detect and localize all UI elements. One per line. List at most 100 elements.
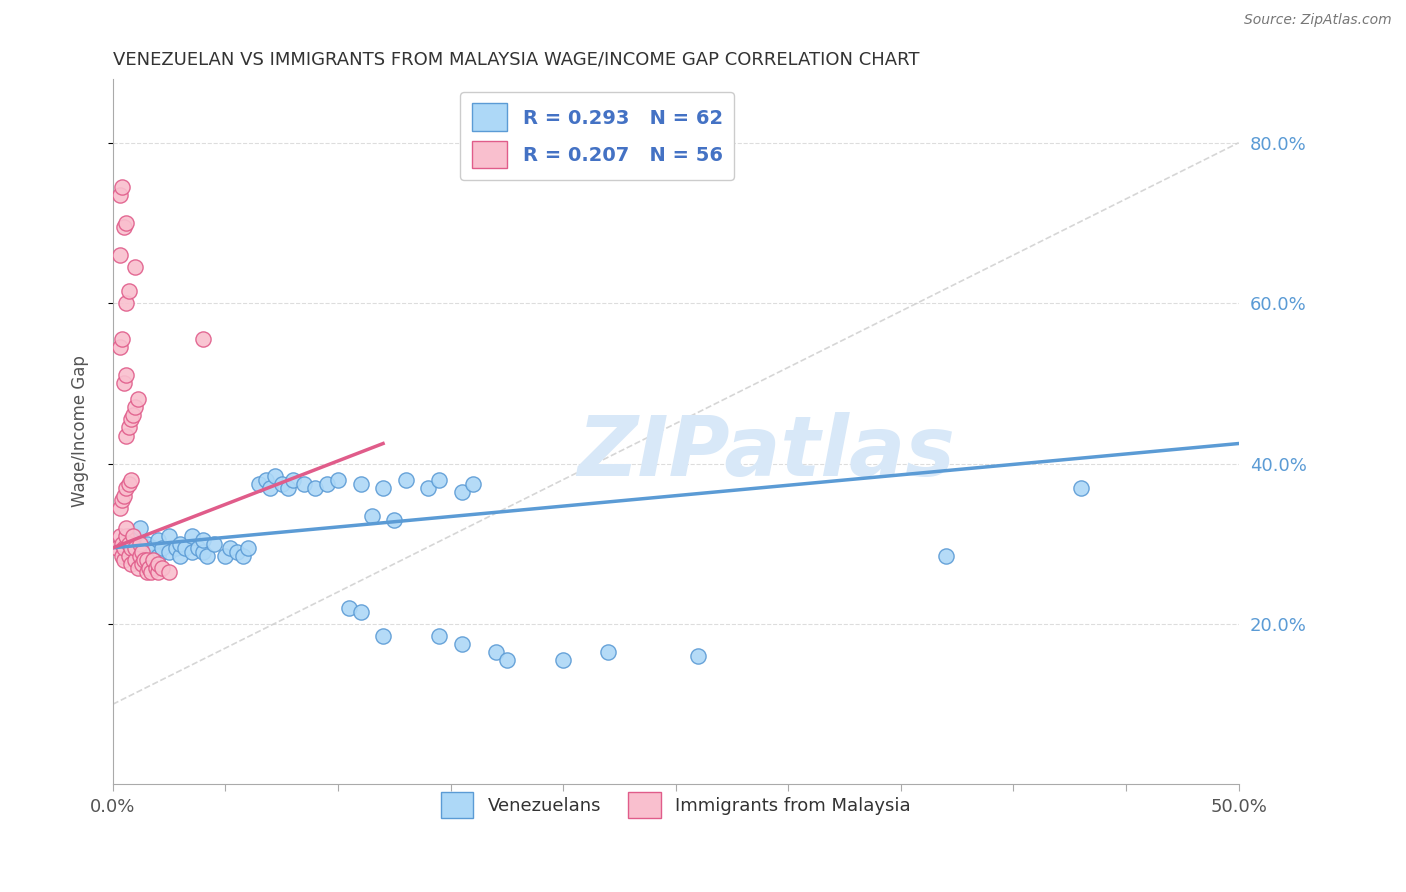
Point bbox=[225, 545, 247, 559]
Point bbox=[142, 553, 165, 567]
Point bbox=[117, 549, 139, 563]
Point bbox=[270, 476, 292, 491]
Point bbox=[427, 629, 450, 643]
Point bbox=[360, 508, 382, 523]
Point bbox=[128, 549, 150, 563]
Point bbox=[461, 476, 484, 491]
Point bbox=[117, 284, 139, 298]
Point bbox=[277, 481, 299, 495]
Text: ZIPatlas: ZIPatlas bbox=[576, 412, 955, 493]
Point bbox=[122, 529, 145, 543]
Point bbox=[180, 545, 202, 559]
Point bbox=[191, 332, 214, 346]
Point bbox=[115, 481, 138, 495]
Point bbox=[124, 553, 146, 567]
Point bbox=[135, 553, 157, 567]
Point bbox=[128, 521, 150, 535]
Point bbox=[169, 537, 191, 551]
Point bbox=[122, 409, 145, 423]
Point bbox=[108, 500, 131, 515]
Point bbox=[236, 541, 259, 555]
Point bbox=[496, 653, 519, 667]
Point bbox=[124, 541, 146, 555]
Point bbox=[259, 481, 281, 495]
Point bbox=[349, 476, 371, 491]
Point bbox=[108, 529, 131, 543]
Point bbox=[553, 653, 575, 667]
Point bbox=[247, 476, 270, 491]
Point bbox=[115, 216, 138, 230]
Point bbox=[115, 521, 138, 535]
Y-axis label: Wage/Income Gap: Wage/Income Gap bbox=[72, 356, 89, 508]
Point bbox=[127, 561, 149, 575]
Point bbox=[191, 533, 214, 547]
Point bbox=[120, 541, 142, 555]
Point bbox=[326, 473, 349, 487]
Point bbox=[124, 533, 146, 547]
Point bbox=[131, 557, 153, 571]
Point bbox=[371, 481, 394, 495]
Point bbox=[127, 392, 149, 407]
Text: VENEZUELAN VS IMMIGRANTS FROM MALAYSIA WAGE/INCOME GAP CORRELATION CHART: VENEZUELAN VS IMMIGRANTS FROM MALAYSIA W… bbox=[112, 51, 920, 69]
Point bbox=[191, 545, 214, 559]
Point bbox=[115, 428, 138, 442]
Point bbox=[169, 549, 191, 563]
Point bbox=[337, 601, 360, 615]
Point bbox=[315, 476, 337, 491]
Point bbox=[142, 541, 165, 555]
Point bbox=[112, 489, 135, 503]
Point bbox=[112, 553, 135, 567]
Point bbox=[174, 541, 197, 555]
Point bbox=[112, 376, 135, 391]
Point bbox=[117, 420, 139, 434]
Point bbox=[111, 332, 134, 346]
Point bbox=[145, 561, 167, 575]
Point bbox=[157, 529, 180, 543]
Point bbox=[450, 637, 472, 651]
Point bbox=[187, 541, 209, 555]
Point bbox=[112, 541, 135, 555]
Point bbox=[485, 645, 508, 659]
Point bbox=[120, 412, 142, 426]
Point bbox=[281, 473, 304, 487]
Point bbox=[135, 537, 157, 551]
Point bbox=[146, 533, 169, 547]
Point bbox=[124, 545, 146, 559]
Point bbox=[688, 649, 710, 664]
Point bbox=[117, 529, 139, 543]
Point bbox=[134, 553, 156, 567]
Point bbox=[197, 549, 219, 563]
Point bbox=[117, 476, 139, 491]
Point bbox=[254, 473, 277, 487]
Point bbox=[450, 484, 472, 499]
Point bbox=[292, 476, 315, 491]
Point bbox=[131, 537, 153, 551]
Point bbox=[146, 565, 169, 579]
Point bbox=[427, 473, 450, 487]
Point bbox=[371, 629, 394, 643]
Point bbox=[135, 549, 157, 563]
Point bbox=[214, 549, 236, 563]
Point bbox=[117, 537, 139, 551]
Point bbox=[349, 605, 371, 619]
Point bbox=[112, 219, 135, 234]
Point bbox=[112, 541, 135, 555]
Point bbox=[598, 645, 620, 659]
Point bbox=[416, 481, 439, 495]
Point bbox=[124, 260, 146, 274]
Point bbox=[108, 187, 131, 202]
Point bbox=[150, 561, 173, 575]
Point bbox=[111, 549, 134, 563]
Point bbox=[111, 179, 134, 194]
Point bbox=[150, 541, 173, 555]
Point bbox=[202, 537, 225, 551]
Point bbox=[157, 545, 180, 559]
Point bbox=[382, 513, 405, 527]
Point bbox=[138, 561, 160, 575]
Point bbox=[115, 529, 138, 543]
Point bbox=[146, 549, 169, 563]
Point bbox=[180, 529, 202, 543]
Point bbox=[219, 541, 242, 555]
Point bbox=[139, 565, 162, 579]
Point bbox=[135, 565, 157, 579]
